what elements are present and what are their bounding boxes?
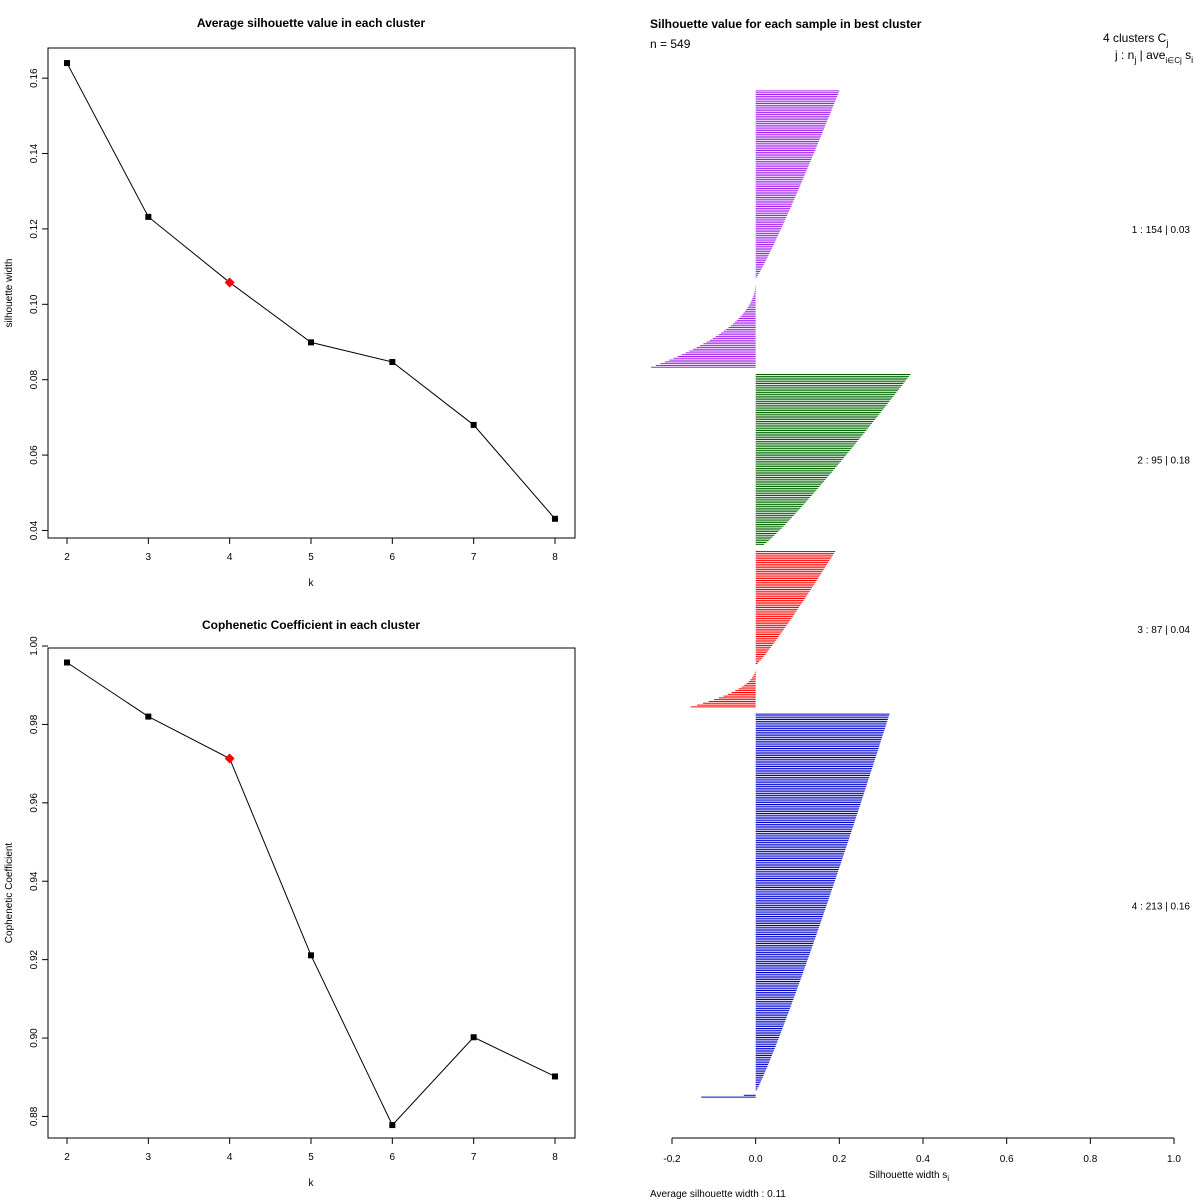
data-point — [552, 1073, 558, 1080]
x-tick-label: 0.4 — [916, 1154, 930, 1165]
y-tick-label: 0.14 — [29, 143, 40, 163]
series-line — [66, 62, 556, 520]
data-point — [389, 1122, 396, 1129]
y-tick-label: 0.92 — [29, 949, 40, 969]
cluster-label: 4 : 213 | 0.16 — [1132, 902, 1191, 913]
highlight-point — [224, 753, 235, 764]
panel3-header-clusters: 4 clusters Cj — [1103, 31, 1168, 48]
y-tick-label: 0.10 — [29, 294, 40, 314]
x-tick-label: 7 — [471, 1152, 477, 1163]
highlight-point — [224, 277, 235, 288]
x-tick-label: 4 — [227, 1152, 233, 1163]
series-line — [66, 662, 556, 1126]
panel3-title: Silhouette value for each sample in best… — [650, 17, 922, 31]
x-tick-label: 1.0 — [1167, 1154, 1181, 1165]
y-tick-label: 0.96 — [29, 793, 40, 813]
panel1-xlabel: k — [309, 578, 315, 589]
cophenetic-line-panel: Cophenetic Coefficient in each cluster k… — [4, 618, 576, 1189]
data-point — [552, 515, 558, 522]
x-tick-label: 2 — [64, 1152, 70, 1163]
x-tick-label: 6 — [390, 552, 396, 563]
y-tick-label: 0.90 — [29, 1028, 40, 1048]
silhouette-line-panel: Average silhouette value in each cluster… — [4, 16, 576, 589]
x-tick-label: 0.8 — [1083, 1154, 1097, 1165]
x-tick-label: 0.0 — [749, 1154, 763, 1165]
y-tick-label: 0.06 — [29, 445, 40, 465]
data-point — [64, 659, 70, 666]
x-tick-label: 3 — [146, 1152, 152, 1163]
x-tick-label: 8 — [552, 1152, 558, 1163]
cluster-label: 1 : 154 | 0.03 — [1132, 225, 1191, 236]
data-point — [64, 60, 70, 67]
panel2-frame — [47, 647, 576, 1139]
y-tick-label: 0.98 — [29, 714, 40, 734]
panel2-ylabel: Cophenetic Coefficient — [4, 843, 15, 944]
panel3-header-columns: j : nj | avei∈Cj si — [1114, 48, 1193, 65]
y-tick-label: 0.08 — [29, 370, 40, 390]
data-point — [145, 713, 152, 720]
panel1-ylabel: silhouette width — [4, 259, 15, 328]
panel3-xlabel: Silhouette width si — [869, 1170, 949, 1183]
panel1-frame — [47, 47, 576, 539]
y-tick-label: 0.04 — [29, 520, 40, 540]
y-tick-label: 0.16 — [29, 68, 40, 88]
panel1-title: Average silhouette value in each cluster — [197, 16, 426, 30]
data-point — [470, 421, 477, 428]
x-tick-label: 5 — [308, 552, 314, 563]
x-tick-label: 2 — [64, 552, 70, 563]
panel3-n-label: n = 549 — [650, 37, 691, 51]
x-tick-label: 0.6 — [1000, 1154, 1014, 1165]
panel2-title: Cophenetic Coefficient in each cluster — [202, 618, 420, 632]
panel3-footer: Average silhouette width : 0.11 — [650, 1189, 786, 1200]
data-point — [145, 213, 152, 220]
cluster-label: 2 : 95 | 0.18 — [1137, 455, 1190, 466]
data-point — [308, 952, 314, 959]
y-tick-label: 0.94 — [29, 871, 40, 891]
x-tick-label: 0.2 — [832, 1154, 846, 1165]
x-tick-label: 8 — [552, 552, 558, 563]
data-point — [389, 358, 396, 365]
x-tick-label: 3 — [146, 552, 152, 563]
x-tick-label: 5 — [308, 1152, 314, 1163]
y-tick-label: 0.88 — [29, 1106, 40, 1126]
x-tick-label: 6 — [390, 1152, 396, 1163]
x-tick-label: 4 — [227, 552, 233, 563]
panel2-xlabel: k — [309, 1178, 315, 1189]
data-point — [308, 339, 314, 346]
silhouette-bar-panel: Silhouette value for each sample in best… — [650, 17, 1193, 1200]
y-tick-label: 0.12 — [29, 219, 40, 239]
cluster-label: 3 : 87 | 0.04 — [1137, 625, 1190, 636]
x-tick-label: -0.2 — [663, 1154, 681, 1165]
x-tick-label: 7 — [471, 552, 477, 563]
data-point — [470, 1034, 477, 1041]
y-tick-label: 1.00 — [29, 636, 40, 656]
